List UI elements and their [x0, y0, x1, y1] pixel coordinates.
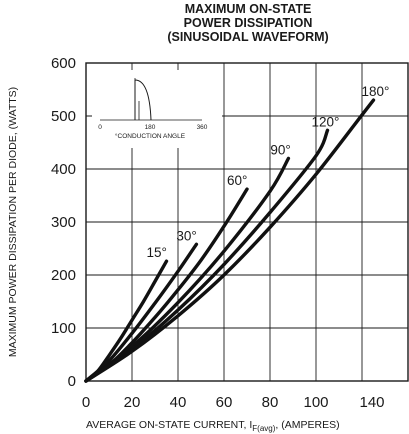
series-label: 90°: [270, 142, 290, 157]
series-curve: [84, 98, 376, 383]
series-label: 120°: [312, 114, 340, 129]
chart-title-line-2: POWER DISSIPATION: [184, 16, 313, 30]
chart-title: MAXIMUM ON-STATE POWER DISSIPATION (SINU…: [167, 2, 328, 44]
x-axis-title-suffix: , (AMPERES): [275, 419, 339, 431]
series-label: 30°: [176, 228, 196, 243]
y-axis-ticks: 0 100 200 300 400 500 600: [51, 55, 76, 390]
inset-tick-180: 180: [145, 124, 156, 131]
inset-background: [92, 70, 222, 148]
x-tick-label: 140: [359, 394, 384, 411]
y-tick-label: 600: [51, 55, 76, 72]
x-axis-ticks: 0 20 40 60 80 100 140: [82, 394, 385, 411]
inset-tick-0: 0: [98, 124, 102, 131]
y-tick-label: 400: [51, 161, 76, 178]
y-tick-label: 100: [51, 320, 76, 337]
y-tick-label: 0: [68, 373, 76, 390]
y-tick-label: 500: [51, 108, 76, 125]
inset-tick-360: 360: [197, 124, 208, 131]
series-label: 60°: [227, 173, 247, 188]
x-tick-label: 60: [216, 394, 233, 411]
series-curve: [84, 156, 291, 383]
chart-title-line-3: (SINUSOIDAL WAVEFORM): [167, 30, 328, 44]
x-tick-label: 100: [303, 394, 328, 411]
x-axis-title-main: AVERAGE ON-STATE CURRENT, I: [86, 419, 252, 431]
y-axis-title: MAXIMUM POWER DISSIPATION PER DIODE, (WA…: [7, 87, 19, 357]
x-axis-title-subscript: F(avg): [252, 424, 275, 433]
x-tick-label: 80: [262, 394, 279, 411]
series-label: 15°: [147, 245, 167, 260]
series-curve: [84, 242, 199, 383]
series-curve: [84, 128, 330, 383]
x-axis-title: AVERAGE ON-STATE CURRENT, IF(avg), (AMPE…: [86, 419, 340, 433]
x-tick-label: 20: [124, 394, 141, 411]
inset-half-sine-waveform: [134, 79, 152, 121]
conduction-angle-inset: 0 180 360 °CONDUCTION ANGLE: [92, 70, 222, 148]
chart-title-line-1: MAXIMUM ON-STATE: [185, 2, 312, 16]
y-tick-label: 300: [51, 214, 76, 231]
series-curves: [84, 98, 376, 383]
series-labels: 15° 30° 60° 90° 120° 180°: [147, 84, 390, 260]
x-tick-label: 0: [82, 394, 90, 411]
x-tick-label: 40: [170, 394, 187, 411]
inset-label: °CONDUCTION ANGLE: [115, 132, 186, 140]
y-tick-label: 200: [51, 267, 76, 284]
series-label: 180°: [362, 84, 390, 99]
plot-frame: [85, 62, 409, 382]
series-curve: [84, 259, 169, 383]
